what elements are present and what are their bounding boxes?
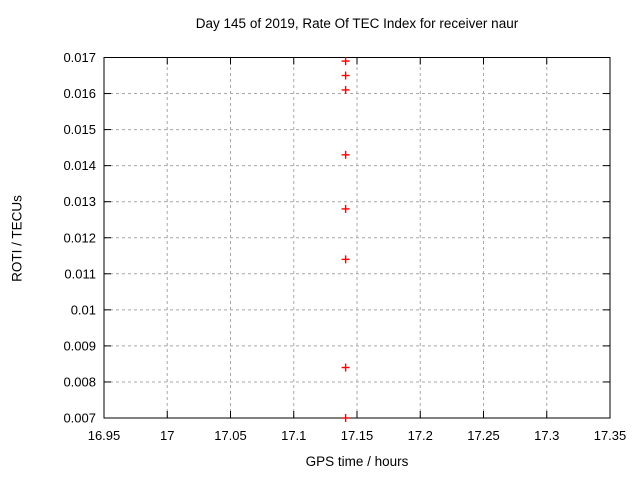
y-tick-label: 0.009 xyxy=(63,338,96,353)
chart-title: Day 145 of 2019, Rate Of TEC Index for r… xyxy=(195,16,519,31)
y-tick-label: 0.011 xyxy=(64,266,96,281)
x-tick-label: 17.2 xyxy=(408,428,433,443)
x-tick-label: 17 xyxy=(160,428,174,443)
y-tick-label: 0.017 xyxy=(63,50,96,65)
y-tick-label: 0.007 xyxy=(63,411,96,426)
x-tick-label: 17.35 xyxy=(594,428,627,443)
y-tick-label: 0.01 xyxy=(71,302,96,317)
y-tick-label: 0.014 xyxy=(63,158,96,173)
x-tick-label: 17.05 xyxy=(214,428,247,443)
x-axis-label: GPS time / hours xyxy=(305,454,409,469)
x-tick-label: 16.95 xyxy=(88,428,121,443)
y-tick-label: 0.016 xyxy=(63,86,96,101)
y-tick-label: 0.015 xyxy=(63,122,96,137)
x-tick-label: 17.3 xyxy=(534,428,559,443)
y-tick-label: 0.013 xyxy=(63,194,96,209)
x-tick-label: 17.1 xyxy=(281,428,306,443)
x-tick-label: 17.25 xyxy=(467,428,500,443)
y-tick-label: 0.012 xyxy=(63,230,96,245)
x-tick-label: 17.15 xyxy=(341,428,374,443)
y-tick-label: 0.008 xyxy=(63,374,96,389)
plot-border xyxy=(103,57,611,419)
